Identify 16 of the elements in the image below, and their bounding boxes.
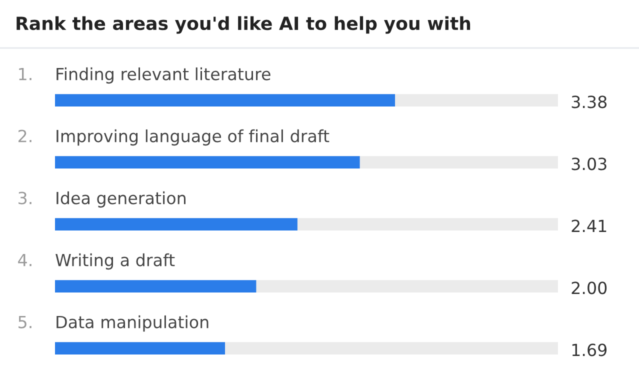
y-tick-label: Improving language of final draft	[56, 129, 330, 146]
data-label: 3.38	[572, 96, 607, 108]
y-tick-label: Writing a draft	[56, 253, 175, 270]
text: 2.	[18, 130, 32, 142]
y-tick-label: Idea generation	[56, 191, 186, 208]
data-label: 2.41	[572, 220, 606, 232]
text: 4.	[18, 254, 32, 266]
text: 3.	[18, 192, 32, 204]
text: 1.	[19, 68, 32, 80]
data-label: 3.03	[572, 158, 606, 170]
data-label: 2.00	[572, 282, 607, 294]
data-label: 1.69	[572, 344, 607, 356]
y-tick-label: Data manipulation	[56, 315, 208, 332]
text: 5.	[18, 316, 32, 328]
chart-title: Rank the areas you'd like AI to help you with	[16, 16, 470, 34]
y-tick-label: Finding relevant literature	[56, 67, 270, 84]
